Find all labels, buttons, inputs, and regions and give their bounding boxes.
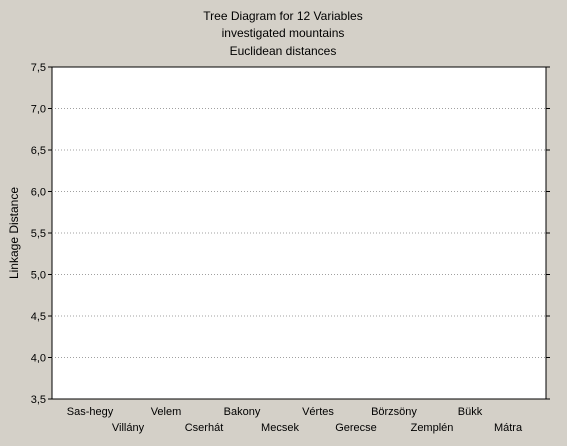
leaf-label: Sas-hegy: [67, 406, 114, 418]
y-tick-label: 7,5: [31, 62, 46, 74]
leaf-label: Bakony: [224, 406, 261, 418]
y-axis: 3,5 4,0 4,5 5,0 5,5 6,0 6,5 7,0 7,5: [31, 62, 550, 406]
y-tick-label: 5,0: [31, 270, 46, 282]
y-axis-label: Linkage Distance: [7, 187, 21, 279]
title-group: Tree Diagram for 12 Variables investigat…: [203, 9, 362, 58]
chart-title: Tree Diagram for 12 Variables: [203, 9, 362, 23]
leaf-label: Vértes: [302, 406, 334, 418]
leaf-label: Velem: [151, 406, 182, 418]
chart-subtitle: investigated mountains: [222, 26, 345, 40]
y-tick-label: 7,0: [31, 104, 46, 116]
y-tick-label: 3,5: [31, 394, 46, 406]
y-tick-label: 4,5: [31, 311, 46, 323]
leaf-label: Börzsöny: [371, 406, 417, 418]
y-tick-label: 4,0: [31, 353, 46, 365]
leaf-label: Bükk: [458, 406, 483, 418]
chart-subtitle-distance: Euclidean distances: [230, 44, 337, 58]
leaf-label: Mátra: [494, 422, 523, 434]
leaf-label: Gerecse: [335, 422, 377, 434]
y-tick-label: 6,0: [31, 187, 46, 199]
leaf-labels: Sas-hegy Villány VelemCserhátBakonyMecsekV…: [67, 406, 523, 434]
y-tick-label: 5,5: [31, 228, 46, 240]
leaf-label: Cserhát: [185, 422, 224, 434]
leaf-label: Zemplén: [411, 422, 454, 434]
leaf-label: Villány: [112, 422, 145, 434]
grid-lines: [52, 108, 546, 358]
y-tick-label: 6,5: [31, 145, 46, 157]
leaf-label: Mecsek: [261, 422, 299, 434]
